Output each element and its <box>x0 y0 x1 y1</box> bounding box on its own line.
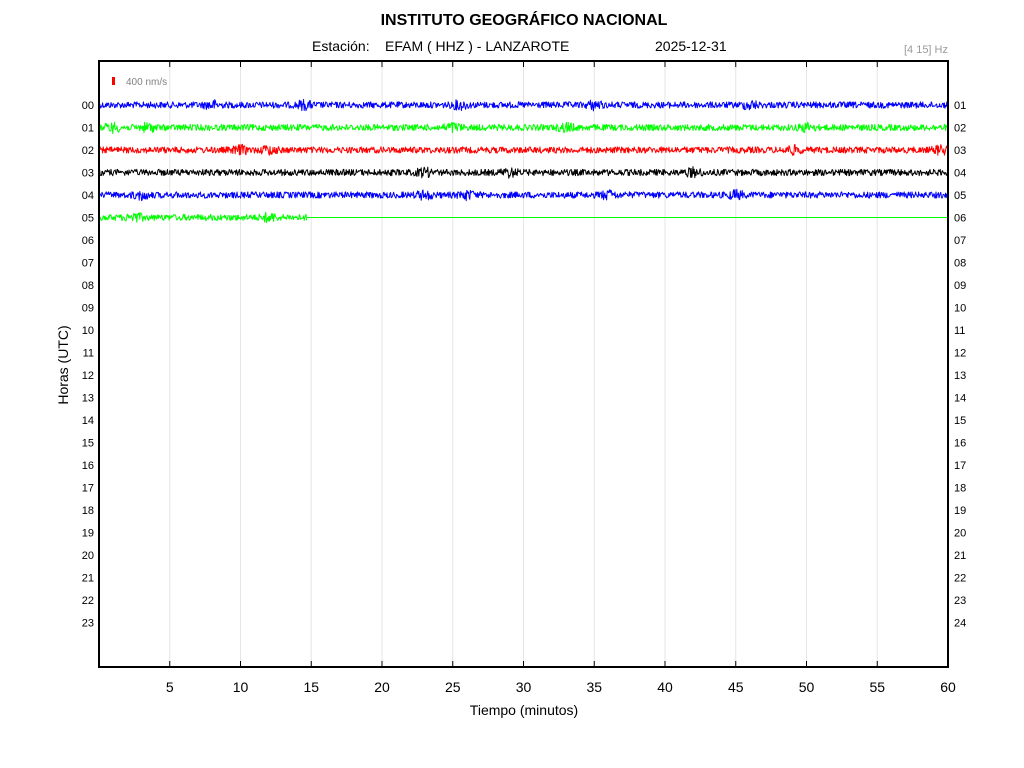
x-tick-label: 30 <box>516 679 532 695</box>
hour-label-left: 03 <box>82 168 94 180</box>
hour-label-left: 15 <box>82 438 94 450</box>
x-tick-label: 40 <box>657 679 673 695</box>
x-tick-label: 35 <box>586 679 602 695</box>
hour-label-right: 20 <box>954 528 966 540</box>
hour-label-right: 19 <box>954 505 966 517</box>
hour-label-right: 01 <box>954 100 966 112</box>
hour-label-right: 17 <box>954 460 966 472</box>
hour-label-left: 17 <box>82 483 94 495</box>
hour-label-left: 07 <box>82 258 94 270</box>
x-tick-label: 25 <box>445 679 461 695</box>
hour-label-right: 18 <box>954 483 966 495</box>
hour-label-right: 24 <box>954 618 966 630</box>
date-label: 2025-12-31 <box>655 38 727 54</box>
label-layer: 5 10 15 20 25 30 35 40 45 50 55 60 00 01 02 03 04 05 06 07 0… <box>82 100 967 695</box>
hour-label-right: 05 <box>954 190 966 202</box>
hour-label-right: 15 <box>954 415 966 427</box>
station-prefix: Estación: <box>312 38 370 54</box>
station-name: EFAM ( HHZ ) - LANZAROTE <box>385 38 569 54</box>
hour-label-right: 06 <box>954 213 966 225</box>
hour-label-left: 05 <box>82 213 94 225</box>
plot-frame <box>98 60 949 668</box>
hour-label-left: 21 <box>82 573 94 585</box>
hour-label-right: 03 <box>954 145 966 157</box>
hour-label-right: 16 <box>954 438 966 450</box>
chart-title: INSTITUTO GEOGRÁFICO NACIONAL <box>381 10 668 29</box>
hour-label-left: 04 <box>82 190 94 202</box>
hour-label-left: 02 <box>82 145 94 157</box>
hour-label-right: 08 <box>954 258 966 270</box>
hour-label-right: 22 <box>954 573 966 585</box>
hour-label-left: 11 <box>83 348 94 360</box>
seismic-trace <box>98 166 948 179</box>
grid-layer <box>169 61 878 667</box>
hour-label-left: 20 <box>82 550 94 562</box>
x-tick-label: 60 <box>940 679 956 695</box>
hour-label-left: 19 <box>82 528 94 540</box>
hour-label-left: 22 <box>82 595 94 607</box>
scale-label: 400 nm/s <box>126 77 167 88</box>
hour-label-left: 13 <box>82 393 94 405</box>
trace-layer <box>98 98 948 224</box>
hour-label-left: 00 <box>82 100 94 112</box>
hour-label-right: 13 <box>954 370 966 382</box>
hour-label-right: 14 <box>954 393 966 405</box>
hour-label-left: 14 <box>82 415 94 427</box>
x-tick-label: 10 <box>233 679 249 695</box>
hour-label-right: 12 <box>954 348 966 360</box>
hour-label-left: 01 <box>82 123 94 135</box>
hour-label-right: 11 <box>954 325 965 337</box>
hour-label-right: 07 <box>954 235 966 247</box>
hour-label-left: 18 <box>82 505 94 517</box>
seismic-trace <box>98 143 948 156</box>
x-tick-label: 50 <box>799 679 815 695</box>
seismic-trace <box>98 98 948 112</box>
seismic-trace <box>98 211 308 224</box>
hour-label-right: 04 <box>954 168 966 180</box>
scale-bar <box>112 77 115 85</box>
hour-label-right: 09 <box>954 280 966 292</box>
x-tick-label: 55 <box>869 679 885 695</box>
y-axis-label: Horas (UTC) <box>55 325 71 404</box>
hour-label-left: 12 <box>82 370 94 382</box>
filter-label: [4 15] Hz <box>904 44 948 56</box>
x-tick-label: 20 <box>374 679 390 695</box>
hour-label-left: 06 <box>82 235 94 247</box>
hour-label-right: 10 <box>954 303 966 315</box>
x-tick-label: 15 <box>303 679 319 695</box>
seismic-trace <box>98 188 948 202</box>
hour-label-right: 21 <box>954 550 966 562</box>
hour-label-left: 08 <box>82 280 94 292</box>
hour-label-left: 10 <box>82 325 94 337</box>
hour-label-left: 09 <box>82 303 94 315</box>
hour-label-left: 23 <box>82 618 94 630</box>
x-axis-label: Tiempo (minutos) <box>470 702 578 718</box>
x-tick-label: 45 <box>728 679 744 695</box>
hour-label-right: 02 <box>954 123 966 135</box>
seismic-trace <box>98 121 948 135</box>
hour-label-right: 23 <box>954 595 966 607</box>
x-tick-label: 5 <box>166 679 174 695</box>
hour-label-left: 16 <box>82 460 94 472</box>
